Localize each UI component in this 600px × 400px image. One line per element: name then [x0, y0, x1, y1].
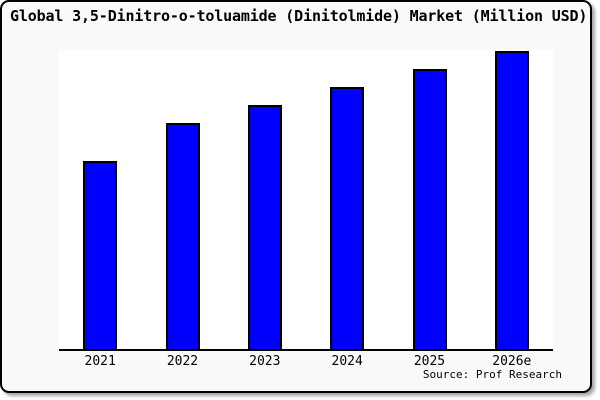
bar-2023 [247, 104, 282, 349]
x-tick-2024: 2024 [331, 354, 363, 369]
bar-2022 [165, 122, 200, 349]
x-tick-2023: 2023 [249, 354, 281, 369]
x-tick-2025: 2025 [413, 354, 446, 369]
chart-frame: Global 3,5-Dinitro-o-toluamide (Dinitolm… [0, 0, 592, 393]
x-tick-2026e: 2026e [492, 354, 532, 369]
source-attribution: Source: Prof Research [422, 368, 562, 381]
plot-area [59, 50, 553, 351]
bar-2025 [412, 68, 447, 349]
x-tick-2022: 2022 [166, 354, 199, 369]
bar-2024 [330, 86, 365, 349]
bar-2026e [494, 51, 529, 349]
bar-2021 [83, 161, 118, 349]
chart-title: Global 3,5-Dinitro-o-toluamide (Dinitolm… [10, 7, 588, 25]
x-tick-2021: 2021 [84, 354, 116, 369]
